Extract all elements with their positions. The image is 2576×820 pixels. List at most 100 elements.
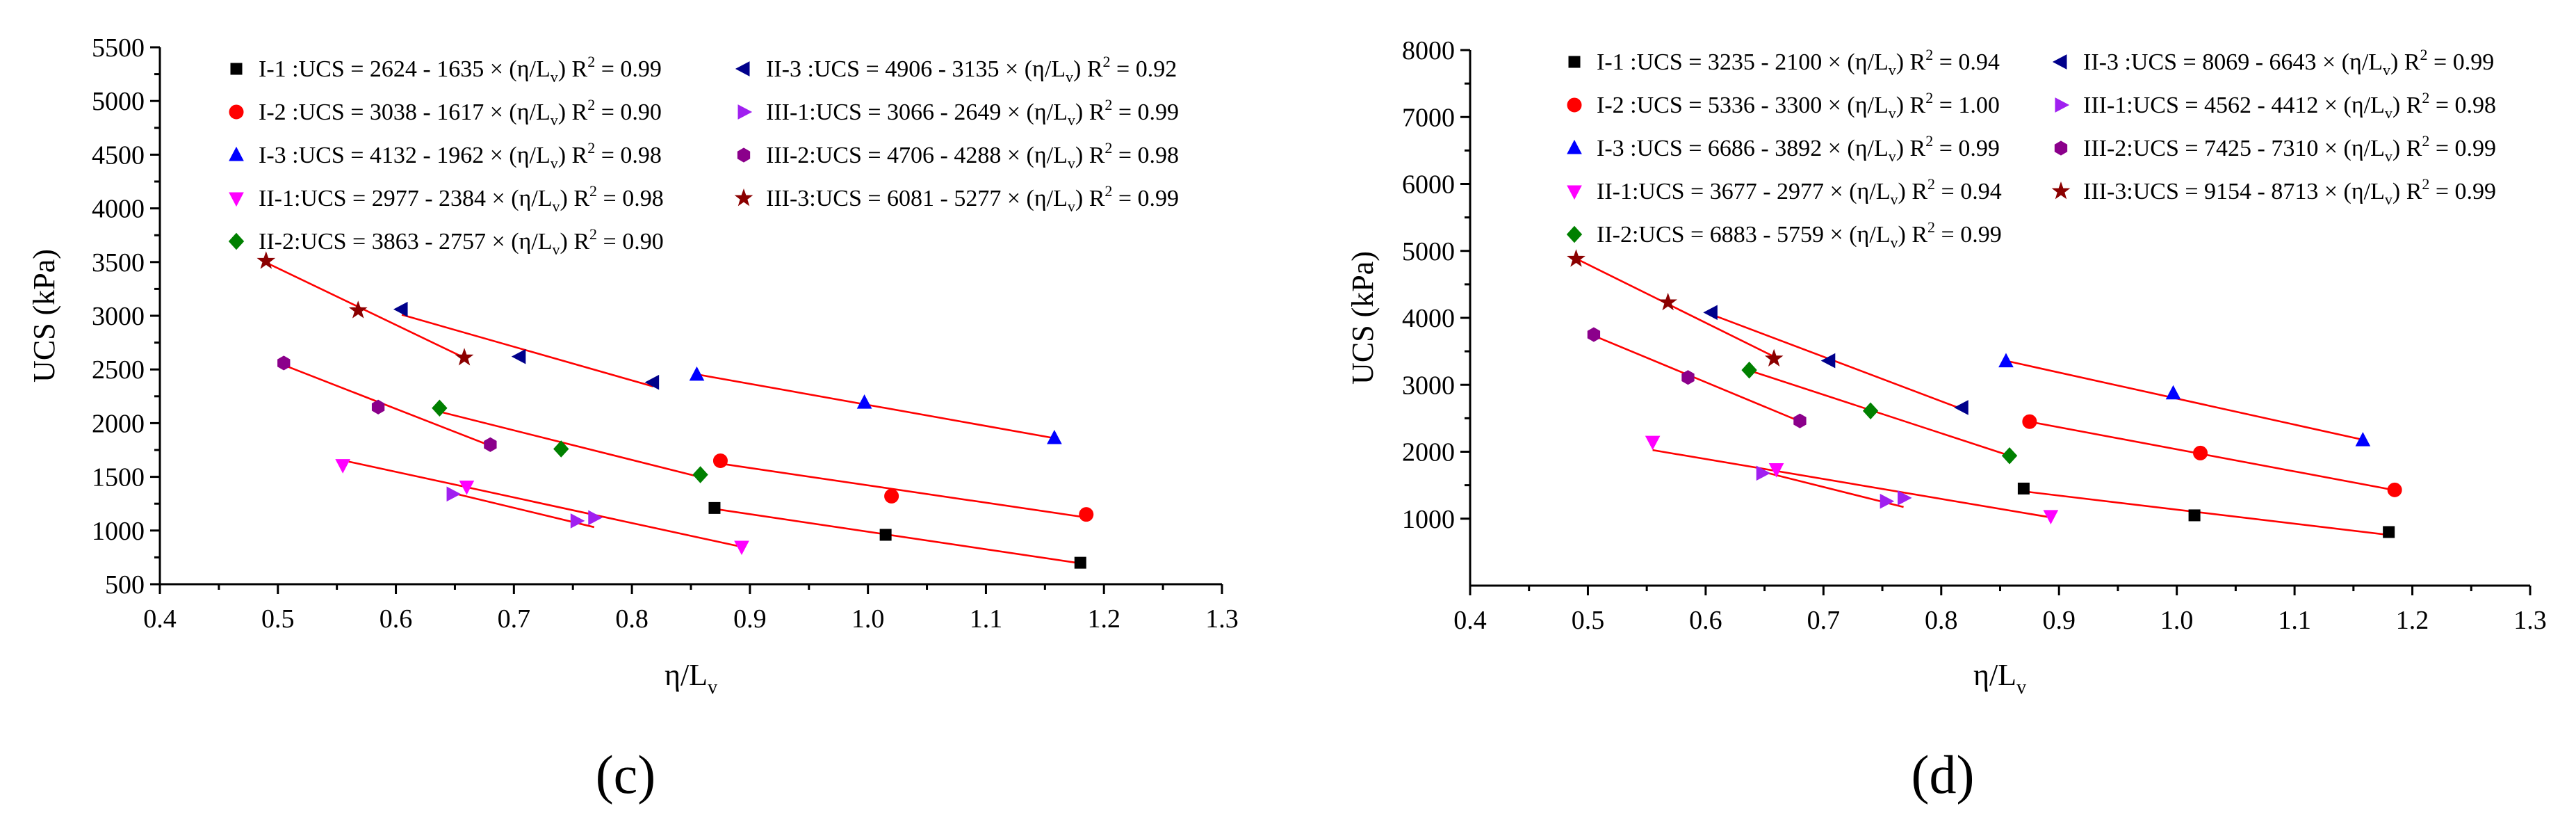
data-point-II-2 bbox=[432, 399, 448, 417]
x-tick-label: 0.6 bbox=[380, 604, 413, 634]
fit-line-I-1 bbox=[714, 508, 1081, 565]
data-point-III-3 bbox=[455, 348, 474, 366]
legend-entry-I-3: I-3 :UCS = 6686 - 3892 × (η/Lv) R2 = 0.9… bbox=[1567, 132, 2000, 165]
x-tick-label: 0.5 bbox=[1572, 606, 1605, 635]
data-point-I-1 bbox=[1074, 556, 1086, 569]
x-axis-title: η/Lv bbox=[665, 658, 717, 698]
legend-label: I-1 :UCS = 2624 - 1635 × (η/Lv) R2 = 0.9… bbox=[259, 53, 662, 86]
fit-line-II-1 bbox=[1652, 449, 2051, 519]
fit-line-I-2 bbox=[720, 463, 1086, 519]
legend-label: I-2 :UCS = 3038 - 1617 × (η/Lv) R2 = 0.9… bbox=[259, 96, 662, 129]
y-tick-label: 3000 bbox=[1402, 371, 1455, 400]
data-point-I-1 bbox=[2017, 482, 2030, 495]
data-point-III-3 bbox=[1764, 348, 1784, 367]
legend-marker-II-3 bbox=[2052, 54, 2067, 70]
x-tick-label: 0.7 bbox=[1807, 606, 1841, 635]
legend-marker-III-2 bbox=[737, 147, 751, 163]
data-point-I-1 bbox=[2383, 526, 2395, 538]
fit-line-III-2 bbox=[1593, 335, 1800, 422]
legend-entry-I-3: I-3 :UCS = 4132 - 1962 × (η/Lv) R2 = 0.9… bbox=[229, 139, 662, 172]
fit-line-I-1 bbox=[2023, 490, 2389, 536]
y-tick-label: 5000 bbox=[92, 87, 145, 116]
y-tick-label: 3500 bbox=[92, 248, 145, 278]
panel-caption: (d) bbox=[1911, 744, 1975, 805]
data-point-II-1 bbox=[1768, 463, 1784, 478]
x-tick-label: 0.8 bbox=[1925, 606, 1958, 635]
fit-line-I-3 bbox=[696, 373, 1055, 440]
legend-entry-II-1: II-1:UCS = 2977 - 2384 × (η/Lv) R2 = 0.9… bbox=[229, 182, 664, 215]
x-tick-label: 1.1 bbox=[2278, 606, 2311, 635]
data-point-III-1 bbox=[1898, 490, 1912, 506]
legend-label: II-2:UCS = 3863 - 2757 × (η/Lv) R2 = 0.9… bbox=[259, 225, 664, 258]
data-point-I-1 bbox=[879, 529, 892, 541]
data-point-III-3 bbox=[1658, 292, 1678, 311]
legend-label: II-1:UCS = 2977 - 2384 × (η/Lv) R2 = 0.9… bbox=[259, 182, 664, 215]
data-point-II-3 bbox=[644, 374, 660, 390]
data-point-I-3 bbox=[856, 394, 872, 409]
x-tick-label: 0.9 bbox=[2042, 606, 2076, 635]
data-point-II-2 bbox=[2001, 447, 2018, 465]
fit-line-III-2 bbox=[283, 364, 491, 447]
x-tick-label: 0.7 bbox=[498, 604, 531, 634]
legend-entry-III-1: III-1:UCS = 3066 - 2649 × (η/Lv) R2 = 0.… bbox=[737, 96, 1179, 129]
data-point-II-3 bbox=[511, 348, 526, 364]
legend-marker-III-1 bbox=[737, 104, 753, 120]
legend-marker-III-1 bbox=[2055, 97, 2070, 113]
data-point-III-1 bbox=[588, 510, 603, 526]
fit-line-II-3 bbox=[1711, 313, 1963, 410]
data-point-II-3 bbox=[1820, 353, 1836, 369]
y-tick-label: 5000 bbox=[1402, 237, 1455, 266]
legend-marker-III-2 bbox=[2054, 140, 2068, 156]
data-point-II-1 bbox=[734, 540, 749, 556]
x-tick-label: 1.2 bbox=[1087, 604, 1120, 634]
data-point-III-2 bbox=[484, 437, 497, 452]
x-tick-label: 1.3 bbox=[1205, 604, 1239, 634]
data-point-III-3 bbox=[348, 300, 368, 319]
panel-caption: (c) bbox=[596, 744, 656, 805]
data-point-II-1 bbox=[1645, 435, 1661, 451]
data-point-III-2 bbox=[371, 399, 385, 415]
data-point-II-3 bbox=[393, 301, 408, 317]
data-point-II-1 bbox=[459, 480, 475, 495]
data-point-I-3 bbox=[2165, 385, 2181, 400]
y-tick-label: 2000 bbox=[92, 409, 145, 438]
fit-line-III-3 bbox=[266, 262, 465, 359]
data-point-II-2 bbox=[1862, 402, 1879, 420]
legend-marker-III-3 bbox=[734, 188, 753, 207]
y-tick-label: 1000 bbox=[1402, 505, 1455, 534]
legend-label: III-2:UCS = 4706 - 4288 × (η/Lv) R2 = 0.… bbox=[766, 139, 1179, 172]
x-tick-label: 0.8 bbox=[615, 604, 649, 634]
y-tick-label: 5500 bbox=[92, 33, 145, 63]
data-point-I-3 bbox=[2355, 432, 2371, 447]
data-point-II-3 bbox=[1703, 305, 1718, 321]
panel-d: 0.4 0.5 0.6 0.7 0.8 0.9 1.0 1.1 1.2 1.3 1000 2000 30… bbox=[1346, 36, 2547, 805]
data-point-II-2 bbox=[553, 440, 569, 458]
legend-entry-III-3: III-3:UCS = 6081 - 5277 × (η/Lv) R2 = 0.… bbox=[734, 182, 1179, 215]
legend-entry-I-1: I-1 :UCS = 2624 - 1635 × (η/Lv) R2 = 0.9… bbox=[230, 53, 662, 86]
legend-marker-II-2 bbox=[228, 232, 245, 250]
data-point-I-2 bbox=[1079, 507, 1094, 522]
x-tick-label: 1.0 bbox=[851, 604, 885, 634]
data-point-I-2 bbox=[2387, 482, 2402, 497]
legend-label: II-3 :UCS = 8069 - 6643 × (η/Lv) R2 = 0.… bbox=[2083, 46, 2494, 79]
data-point-I-3 bbox=[1047, 429, 1062, 444]
legend-label: I-1 :UCS = 3235 - 2100 × (η/Lv) R2 = 0.9… bbox=[1597, 46, 2000, 79]
data-point-III-1 bbox=[1756, 465, 1771, 481]
data-point-III-2 bbox=[1587, 327, 1601, 342]
fit-line-I-2 bbox=[2029, 421, 2395, 492]
data-point-II-2 bbox=[692, 466, 708, 483]
legend-entry-II-2: II-2:UCS = 3863 - 2757 × (η/Lv) R2 = 0.9… bbox=[228, 225, 664, 258]
legend-label: III-1:UCS = 4562 - 4412 × (η/Lv) R2 = 0.… bbox=[2083, 89, 2496, 122]
y-axis-title: UCS (kPa) bbox=[1346, 251, 1380, 385]
data-point-I-2 bbox=[884, 488, 899, 504]
y-tick-label: 6000 bbox=[1402, 170, 1455, 200]
y-tick-label: 1000 bbox=[92, 517, 145, 546]
legend-marker-II-2 bbox=[1566, 225, 1583, 243]
legend-marker-I-1 bbox=[1568, 56, 1581, 68]
data-point-III-2 bbox=[1793, 413, 1807, 428]
data-point-I-3 bbox=[689, 366, 705, 381]
x-tick-label: 0.4 bbox=[143, 604, 177, 634]
y-tick-label: 7000 bbox=[1402, 103, 1455, 132]
data-point-I-2 bbox=[712, 453, 728, 468]
